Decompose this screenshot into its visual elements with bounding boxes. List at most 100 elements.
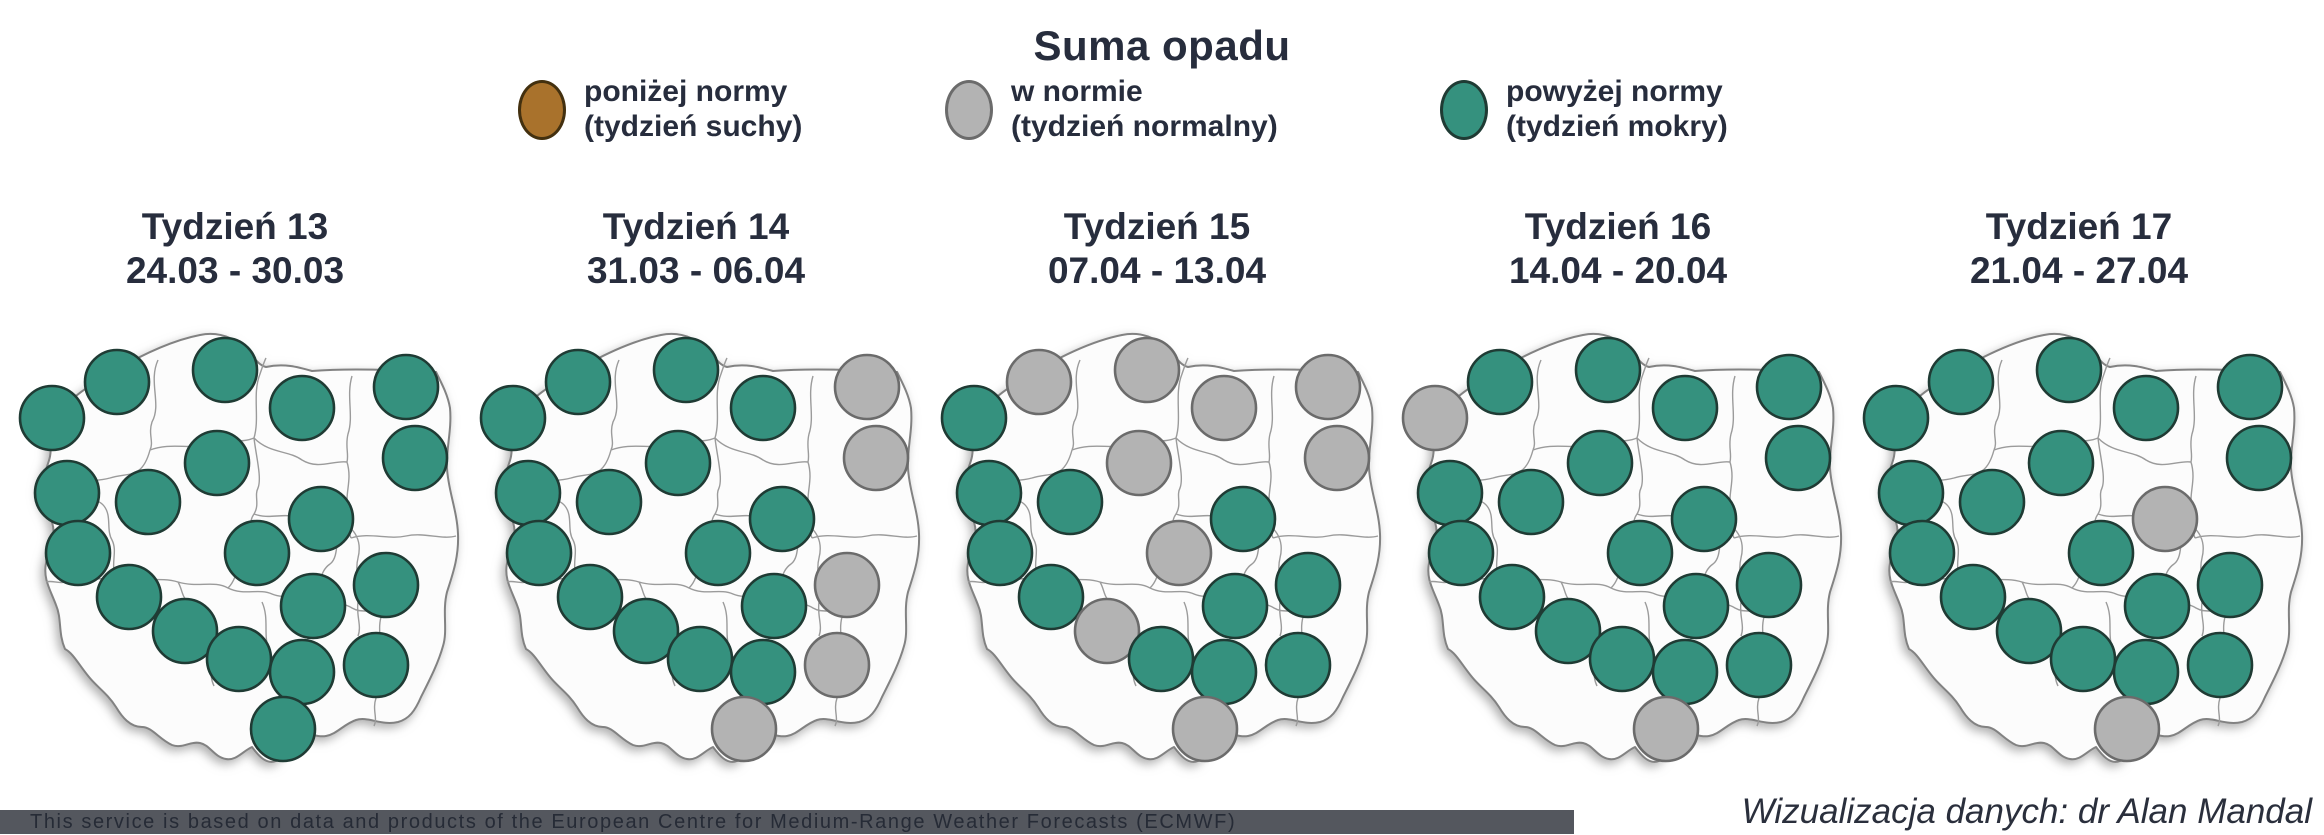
station-dot-above (2196, 551, 2264, 619)
station-dot-normal (710, 695, 778, 763)
legend-label-line2: (tydzień normalny) (1011, 110, 1278, 143)
station-dot-above (556, 563, 624, 631)
station-dot-normal (1073, 597, 1141, 665)
week-title: Tydzień 17 21.04 - 27.04 (1844, 205, 2314, 293)
station-dot-above (342, 631, 410, 699)
dot-layer (479, 336, 910, 763)
station-dot-above (1927, 348, 1995, 416)
station-dot-above (644, 429, 712, 497)
station-dot-above (652, 336, 720, 404)
week-panel-16: Tydzień 16 14.04 - 20.04 (1383, 0, 1853, 834)
week-dates: 21.04 - 27.04 (1969, 250, 2189, 291)
station-dot-above (505, 519, 573, 587)
station-dot-above (1534, 597, 1602, 665)
station-dot-above (1416, 459, 1484, 527)
week-dates: 07.04 - 13.04 (1047, 250, 1267, 291)
station-dot-normal (1190, 374, 1258, 442)
station-dot-normal (1294, 353, 1362, 421)
station-dot-above (205, 625, 273, 693)
week-label: Tydzień 13 (141, 206, 329, 247)
poland-map-week-17 (1862, 332, 2304, 763)
station-dot-above (729, 638, 797, 706)
poland-map-week-16 (1401, 332, 1843, 763)
station-dot-above (1651, 374, 1719, 442)
week-label: Tydzień 17 (1985, 206, 2173, 247)
week-panel-15: Tydzień 15 07.04 - 13.04 (922, 0, 1392, 834)
station-dot-normal (1005, 348, 1073, 416)
station-dot-above (287, 485, 355, 553)
above-norm-marker-icon (1440, 80, 1488, 140)
station-dot-above (1466, 348, 1534, 416)
station-dot-normal (842, 424, 910, 492)
station-dot-normal (1632, 695, 1700, 763)
station-dot-above (1725, 631, 1793, 699)
dot-layer (1862, 336, 2293, 763)
dot-layer (1401, 336, 1832, 763)
station-dot-above (748, 485, 816, 553)
station-dot-above (2186, 631, 2254, 699)
station-dot-above (2049, 625, 2117, 693)
station-dot-above (372, 353, 440, 421)
station-dot-above (223, 519, 291, 587)
station-dot-above (1877, 459, 1945, 527)
poland-map-week-14 (479, 332, 921, 763)
station-dot-above (44, 519, 112, 587)
legend-label-line1: poniżej normy (584, 75, 788, 108)
legend-label-in-norm: w normie (tydzień normalny) (1011, 74, 1278, 144)
station-dot-above (114, 468, 182, 536)
station-dot-above (1958, 468, 2026, 536)
ecmwf-attribution-bar: This service is based on data and produc… (0, 810, 1574, 834)
station-dot-above (2225, 424, 2293, 492)
station-dot-above (95, 563, 163, 631)
ecmwf-attribution-text: This service is based on data and produc… (30, 811, 1237, 833)
week-panel-13: Tydzień 13 24.03 - 30.03 (0, 0, 470, 834)
week-panel-14: Tydzień 14 31.03 - 06.04 (461, 0, 931, 834)
station-dot-normal (2093, 695, 2161, 763)
station-dot-above (740, 572, 808, 640)
station-dot-above (1588, 625, 1656, 693)
week-dates: 31.03 - 06.04 (586, 250, 806, 291)
station-dot-above (1862, 384, 1930, 452)
page-title: Suma opadu (1033, 22, 1291, 69)
poland-map-week-13 (18, 332, 460, 763)
station-dot-above (1566, 429, 1634, 497)
station-dot-above (1995, 597, 2063, 665)
station-dot-above (1497, 468, 1565, 536)
station-dot-above (1036, 468, 1104, 536)
station-dot-above (955, 459, 1023, 527)
legend-label-below-norm: poniżej normy (tydzień suchy) (584, 74, 802, 144)
week-label: Tydzień 15 (1063, 206, 1251, 247)
station-dot-above (1209, 485, 1277, 553)
station-dot-above (1670, 485, 1738, 553)
week-title: Tydzień 15 07.04 - 13.04 (922, 205, 1392, 293)
station-dot-above (1939, 563, 2007, 631)
station-dot-above (612, 597, 680, 665)
legend-label-line1: w normie (1011, 75, 1143, 108)
station-dot-above (2067, 519, 2135, 587)
station-dot-above (33, 459, 101, 527)
week-title: Tydzień 16 14.04 - 20.04 (1383, 205, 1853, 293)
station-dot-normal (1303, 424, 1371, 492)
station-dot-above (575, 468, 643, 536)
station-dot-above (479, 384, 547, 452)
station-dot-above (1651, 638, 1719, 706)
station-dot-above (684, 519, 752, 587)
station-dot-above (352, 551, 420, 619)
station-dot-above (2035, 336, 2103, 404)
week-panel-17: Tydzień 17 21.04 - 27.04 (1844, 0, 2314, 834)
station-dot-above (381, 424, 449, 492)
legend: poniżej normy (tydzień suchy) w normie (… (0, 74, 2324, 154)
station-dot-above (1264, 631, 1332, 699)
station-dot-above (1662, 572, 1730, 640)
station-dot-above (1574, 336, 1642, 404)
legend-item-below-norm: poniżej normy (tydzień suchy) (518, 74, 802, 144)
station-dot-above (966, 519, 1034, 587)
station-dot-above (2112, 638, 2180, 706)
station-dot-normal (803, 631, 871, 699)
station-dot-normal (1105, 429, 1173, 497)
station-dot-above (544, 348, 612, 416)
station-dot-above (2216, 353, 2284, 421)
station-dot-above (191, 336, 259, 404)
station-dot-above (494, 459, 562, 527)
station-dot-above (268, 374, 336, 442)
